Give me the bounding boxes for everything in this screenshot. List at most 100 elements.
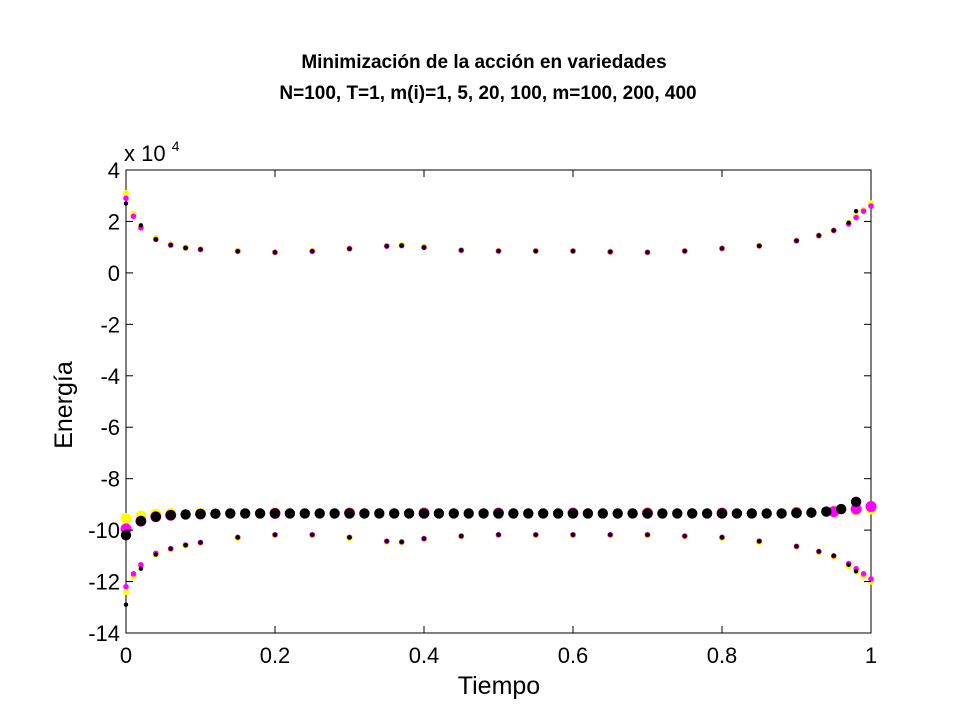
data-point — [123, 201, 129, 206]
data-point — [120, 513, 132, 525]
y-tick-label: 2 — [108, 209, 120, 234]
data-point — [831, 553, 836, 559]
data-point — [168, 546, 173, 551]
data-point — [123, 602, 129, 607]
data-points — [120, 189, 877, 607]
y-tick-label: -10 — [88, 518, 120, 543]
data-point — [329, 508, 340, 519]
data-point — [816, 549, 822, 554]
y-tick-label: -14 — [88, 621, 120, 646]
data-point — [533, 248, 538, 254]
data-point — [853, 208, 859, 214]
data-point — [682, 248, 687, 254]
data-point — [153, 552, 158, 557]
data-point — [299, 508, 310, 519]
x-tick-label: 0.6 — [558, 643, 589, 668]
data-point — [757, 243, 762, 249]
data-point — [120, 530, 132, 541]
y-tick-label: -8 — [100, 467, 120, 492]
x-tick-label: 0.2 — [260, 643, 291, 668]
data-point — [850, 496, 862, 508]
data-point — [198, 247, 203, 252]
data-point — [716, 508, 728, 519]
data-point — [508, 508, 519, 519]
data-point — [344, 508, 355, 519]
y-tick-label: 4 — [108, 158, 120, 183]
data-point — [198, 540, 203, 545]
chart-subtitle: N=100, T=1, m(i)=1, 5, 20, 100, m=100, 2… — [279, 83, 696, 104]
data-point — [533, 532, 538, 537]
y-tick-label: -12 — [88, 570, 120, 595]
x-tick-label: 1 — [865, 643, 877, 668]
data-point — [496, 248, 501, 254]
data-point — [657, 508, 668, 519]
data-point — [399, 243, 404, 248]
data-point — [523, 508, 534, 519]
data-point — [310, 249, 315, 254]
data-point — [195, 508, 206, 520]
data-point — [421, 536, 427, 541]
data-point — [240, 508, 251, 519]
data-point — [235, 535, 240, 540]
data-point — [122, 189, 130, 197]
data-point — [150, 511, 161, 522]
y-tick-label: -6 — [100, 415, 120, 440]
scale-note: x 10 4 — [124, 138, 180, 166]
data-point — [433, 508, 445, 519]
data-point — [314, 508, 325, 519]
data-point — [123, 583, 129, 590]
data-point — [645, 250, 650, 255]
data-point — [794, 238, 799, 243]
data-point — [687, 508, 698, 519]
data-point — [831, 228, 836, 233]
data-point — [731, 508, 743, 519]
data-point — [552, 508, 564, 519]
y-tick-label: 0 — [108, 261, 120, 286]
y-axis-label: Energía — [50, 361, 78, 449]
data-point — [860, 208, 867, 214]
data-point — [567, 508, 579, 519]
data-point — [403, 508, 415, 519]
data-point — [389, 508, 400, 519]
data-point — [310, 532, 315, 537]
data-point — [816, 233, 822, 238]
data-point — [478, 508, 489, 519]
series-black-8 — [123, 532, 859, 607]
data-point — [138, 566, 144, 571]
data-point — [865, 500, 877, 512]
data-point — [538, 508, 549, 519]
data-point — [269, 508, 281, 519]
scale-note-base: x 10 — [124, 141, 166, 166]
data-point — [463, 508, 474, 519]
data-point — [821, 506, 832, 517]
data-point — [272, 532, 278, 537]
x-tick-label: 0 — [120, 643, 132, 668]
data-point — [719, 535, 725, 540]
data-point — [794, 544, 799, 549]
data-point — [846, 562, 851, 568]
x-axis-label: Tiempo — [458, 672, 540, 700]
data-point — [180, 509, 191, 520]
data-point — [183, 542, 188, 548]
data-point — [645, 532, 650, 537]
data-point — [210, 508, 221, 519]
scale-note-exponent: 4 — [172, 138, 180, 154]
plot-area — [125, 169, 872, 634]
x-tick-label: 0.8 — [707, 643, 738, 668]
series-black-5 — [120, 496, 862, 541]
data-point — [254, 508, 266, 519]
data-point — [347, 535, 352, 540]
data-point — [846, 220, 851, 225]
data-point — [582, 508, 594, 519]
series-black-2 — [123, 201, 859, 255]
data-point — [448, 508, 459, 519]
data-point — [791, 507, 802, 519]
axis-ticks: 0 0.2 0.4 0.6 0.8 1 4 2 0 -2 -4 -6 -8 -10 -12 -14 — [88, 158, 877, 668]
data-point — [123, 195, 129, 202]
data-point — [496, 532, 501, 537]
data-point — [612, 508, 623, 519]
data-point — [672, 508, 683, 519]
data-point — [850, 503, 862, 515]
data-point — [608, 249, 613, 254]
